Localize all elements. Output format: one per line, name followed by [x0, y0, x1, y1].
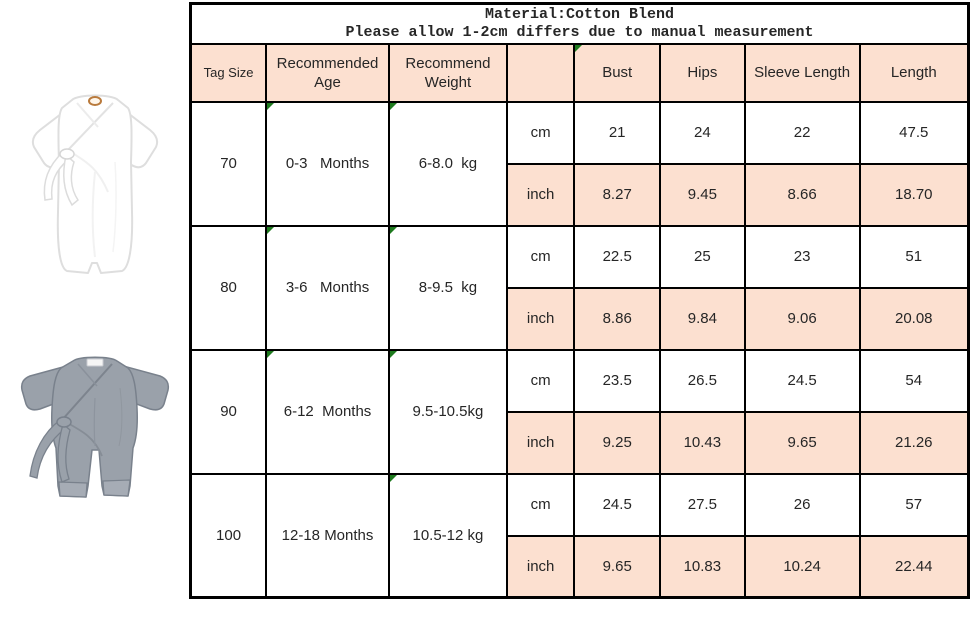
size-90-inch-row: inch 9.25 10.43 9.65 21.26 — [191, 410, 970, 475]
weight-value: 8-9.5 kg — [418, 279, 478, 296]
material-line: Material:Cotton Blend — [484, 5, 675, 23]
col-header-recommended-age: Recommended Age — [265, 42, 390, 103]
size-100-cm-row: 100 12-18 Months 10.5-12 kg cm 24.5 27.5… — [189, 472, 970, 599]
unit-inch-cell: inch — [505, 534, 576, 599]
col-header-length: Length — [858, 42, 970, 103]
length-inch-cell: 18.70 — [858, 162, 970, 227]
length-inch-cell: 20.08 — [858, 286, 970, 351]
white-kimono-romper-illustration — [31, 94, 159, 274]
sleeve-inch-cell: 10.24 — [743, 534, 861, 599]
age-value: 0-3 Months — [285, 155, 370, 172]
weight-cell: 6-8.0 kg — [387, 100, 508, 227]
length-inch-cell: 21.26 — [858, 410, 970, 475]
green-corner-marker-icon — [268, 351, 275, 358]
hips-cm-cell: 24 — [659, 100, 746, 165]
size-chart-table-wrap: Material:Cotton Blend Please allow 1-2cm… — [189, 2, 970, 619]
white-romper-image — [0, 42, 190, 292]
bust-inch-cell: 9.25 — [573, 410, 662, 475]
banner-row: Material:Cotton Blend Please allow 1-2cm… — [189, 2, 970, 45]
green-corner-marker-icon — [268, 103, 275, 110]
sleeve-inch-cell: 8.66 — [743, 162, 861, 227]
col-header-sleeve-length: Sleeve Length — [743, 42, 861, 103]
weight-cell: 10.5-12 kg — [387, 472, 508, 599]
col-header-bust: Bust — [573, 42, 662, 103]
size-70-cm-row: 70 0-3 Months 6-8.0 kg cm 21 24 22 47.5 — [189, 100, 970, 227]
unit-inch-cell: inch — [505, 162, 576, 227]
weight-value: 6-8.0 kg — [418, 155, 478, 172]
bust-cm-cell: 21 — [573, 100, 662, 165]
age-cell: 0-3 Months — [265, 100, 390, 227]
bust-cm-cell: 24.5 — [573, 472, 662, 537]
green-corner-marker-icon — [390, 351, 397, 358]
sleeve-cm-cell: 23 — [743, 224, 861, 289]
unit-inch-cell: inch — [505, 286, 576, 351]
age-cell: 6-12 Months — [265, 348, 390, 475]
length-cm-cell: 47.5 — [858, 100, 970, 165]
length-cm-cell: 51 — [858, 224, 970, 289]
col-header-unit — [505, 42, 576, 103]
bust-cm-cell: 23.5 — [573, 348, 662, 413]
hips-inch-cell: 10.83 — [659, 534, 746, 599]
age-cell: 12-18 Months — [265, 472, 390, 599]
bust-inch-cell: 8.86 — [573, 286, 662, 351]
gray-romper-image — [0, 328, 190, 510]
hips-inch-cell: 9.84 — [659, 286, 746, 351]
sleeve-inch-cell: 9.06 — [743, 286, 861, 351]
weight-cell: 9.5-10.5kg — [387, 348, 508, 475]
green-corner-marker-icon — [390, 103, 397, 110]
green-corner-marker-icon — [268, 227, 275, 234]
unit-inch-cell: inch — [505, 410, 576, 475]
hips-cm-cell: 26.5 — [659, 348, 746, 413]
tag-size-cell: 70 — [189, 100, 268, 227]
length-cm-cell: 54 — [858, 348, 970, 413]
gray-kimono-romper-illustration — [20, 356, 170, 498]
col-header-hips: Hips — [659, 42, 746, 103]
size-80-cm-row: 80 3-6 Months 8-9.5 kg cm 22.5 25 23 51 — [189, 224, 970, 351]
hips-inch-cell: 10.43 — [659, 410, 746, 475]
tag-size-cell: 80 — [189, 224, 268, 351]
sleeve-cm-cell: 22 — [743, 100, 861, 165]
unit-cm-cell: cm — [505, 224, 576, 289]
weight-value: 9.5-10.5kg — [412, 403, 484, 420]
size-90-cm-row: 90 6-12 Months 9.5-10.5kg cm 23.5 26.5 2… — [189, 348, 970, 475]
material-note: Material:Cotton Blend Please allow 1-2cm… — [189, 2, 970, 45]
green-corner-marker-icon — [576, 45, 583, 52]
sleeve-cm-cell: 26 — [743, 472, 861, 537]
size-100-inch-row: inch 9.65 10.83 10.24 22.44 — [191, 534, 970, 599]
age-cell: 3-6 Months — [265, 224, 390, 351]
header-row: Tag Size Recommended Age Recommend Weigh… — [189, 42, 970, 103]
length-inch-cell: 22.44 — [858, 534, 970, 599]
measurement-note-line: Please allow 1-2cm differs due to manual… — [345, 23, 814, 41]
col-header-recommend-weight: Recommend Weight — [387, 42, 508, 103]
size-80-inch-row: inch 8.86 9.84 9.06 20.08 — [191, 286, 970, 351]
unit-cm-cell: cm — [505, 472, 576, 537]
hips-cm-cell: 27.5 — [659, 472, 746, 537]
bust-inch-cell: 8.27 — [573, 162, 662, 227]
sleeve-cm-cell: 24.5 — [743, 348, 861, 413]
hips-cm-cell: 25 — [659, 224, 746, 289]
weight-cell: 8-9.5 kg — [387, 224, 508, 351]
hips-inch-cell: 9.45 — [659, 162, 746, 227]
green-corner-marker-icon — [390, 227, 397, 234]
col-header-tag-size: Tag Size — [189, 42, 268, 103]
age-value: 6-12 Months — [283, 403, 372, 420]
unit-cm-cell: cm — [505, 100, 576, 165]
weight-value: 10.5-12 kg — [412, 526, 484, 544]
tag-size-cell: 90 — [189, 348, 268, 475]
bust-cm-cell: 22.5 — [573, 224, 662, 289]
tag-size-cell: 100 — [189, 472, 268, 599]
product-photos-panel — [0, 0, 190, 621]
size-70-inch-row: inch 8.27 9.45 8.66 18.70 — [191, 162, 970, 227]
size-chart-table: Material:Cotton Blend Please allow 1-2cm… — [189, 2, 970, 599]
unit-cm-cell: cm — [505, 348, 576, 413]
age-value: 3-6 Months — [285, 279, 370, 296]
sleeve-inch-cell: 9.65 — [743, 410, 861, 475]
bust-inch-cell: 9.65 — [573, 534, 662, 599]
green-corner-marker-icon — [390, 475, 397, 482]
col-header-bust-label: Bust — [602, 64, 633, 81]
length-cm-cell: 57 — [858, 472, 970, 537]
